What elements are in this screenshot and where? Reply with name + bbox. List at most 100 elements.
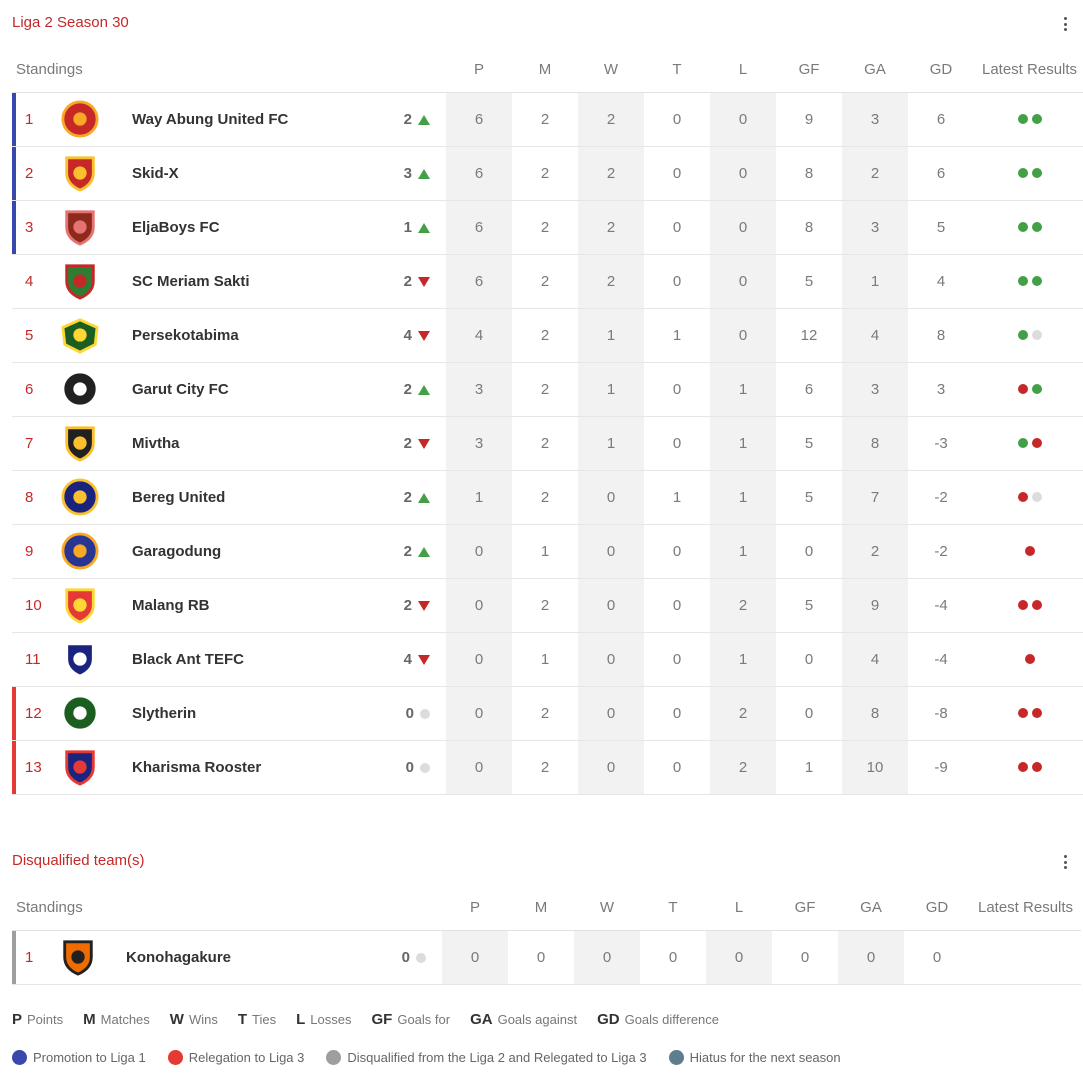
row-team-name[interactable]: Garagodung (132, 524, 332, 579)
trend-same-icon (420, 762, 431, 773)
row-stat-l: 1 (710, 362, 777, 417)
row-team-name[interactable]: Persekotabima (132, 308, 332, 363)
header-l[interactable]: L (710, 48, 777, 93)
dq-header-w[interactable]: W (574, 886, 641, 931)
header-t[interactable]: T (644, 48, 711, 93)
row-spacer (102, 200, 132, 255)
table-row[interactable]: 12 Slytherin 0 0 2 0 0 2 0 8 -8 (12, 686, 1083, 741)
row-team-name[interactable]: Bereg United (132, 470, 332, 525)
table-row[interactable]: 4 SC Meriam Sakti 2 6 2 2 0 0 5 1 4 (12, 254, 1083, 309)
row-team-name[interactable]: Kharisma Rooster (132, 740, 332, 795)
row-stat-w: 0 (578, 524, 645, 579)
row-team-name[interactable]: Way Abung United FC (132, 92, 332, 147)
row-team-name[interactable]: Skid-X (132, 146, 332, 201)
table-row[interactable]: 10 Malang RB 2 0 2 0 0 2 5 9 -4 (12, 578, 1083, 633)
row-stat-p: 0 (446, 686, 513, 741)
row-stat-t: 0 (644, 200, 711, 255)
row-team-name[interactable]: Konohagakure (126, 930, 326, 985)
dq-header-ga[interactable]: GA (838, 886, 905, 931)
row-stat-t: 0 (644, 146, 711, 201)
row-stat-gf: 0 (776, 686, 843, 741)
header-gf[interactable]: GF (776, 48, 843, 93)
abbreviation-key: T (237, 1011, 248, 1028)
main-menu-icon[interactable] (1059, 15, 1071, 33)
table-row[interactable]: 13 Kharisma Rooster 0 0 2 0 0 2 1 10 -9 (12, 740, 1083, 795)
row-trend: 2 (332, 416, 447, 471)
row-stat-ga: 2 (842, 524, 909, 579)
row-spacer (102, 740, 132, 795)
dq-header-gf[interactable]: GF (772, 886, 839, 931)
row-team-name[interactable]: EljaBoys FC (132, 200, 332, 255)
row-trend: 2 (332, 92, 447, 147)
row-change-value: 0 (405, 704, 415, 722)
abbreviation-item: M Matches (83, 1011, 150, 1028)
table-row[interactable]: 8 Bereg United 2 1 2 0 1 1 5 7 -2 (12, 470, 1083, 525)
row-team-name[interactable]: Black Ant TEFC (132, 632, 332, 687)
trend-down-icon (418, 330, 431, 341)
row-stat-ga: 2 (842, 146, 909, 201)
row-stat-p: 0 (446, 524, 513, 579)
row-position: 11 (12, 632, 58, 687)
row-stat-l: 2 (710, 686, 777, 741)
abbreviation-text: Wins (188, 1012, 218, 1027)
table-row[interactable]: 11 Black Ant TEFC 4 0 1 0 0 1 0 4 -4 (12, 632, 1083, 687)
row-stat-gd: 0 (904, 930, 971, 985)
disqualified-section-title: Disqualified team(s) (12, 852, 145, 869)
abbreviation-text: Matches (100, 1012, 150, 1027)
row-stat-ga: 0 (838, 930, 905, 985)
result-loss-dot (1024, 545, 1035, 556)
table-row[interactable]: 3 EljaBoys FC 1 6 2 2 0 0 8 3 5 (12, 200, 1083, 255)
table-row[interactable]: 2 Skid-X 3 6 2 2 0 0 8 2 6 (12, 146, 1083, 201)
row-change-value: 2 (403, 488, 413, 506)
row-stat-l: 0 (710, 254, 777, 309)
table-row[interactable]: 6 Garut City FC 2 3 2 1 0 1 6 3 3 (12, 362, 1083, 417)
abbreviation-text: Losses (310, 1012, 352, 1027)
row-latest-results (974, 308, 1083, 363)
abbreviation-legend: P Points M Matches W Wins T Ties L Losses GF Goals … (12, 1011, 719, 1028)
row-team-name[interactable]: Malang RB (132, 578, 332, 633)
row-stat-m: 2 (512, 254, 579, 309)
row-team-name[interactable]: SC Meriam Sakti (132, 254, 332, 309)
header-gd[interactable]: GD (908, 48, 975, 93)
zone-legend-text: Disqualified from the Liga 2 and Relegat… (347, 1050, 647, 1065)
table-row[interactable]: 1 Konohagakure 0 0 0 0 0 0 0 0 0 (12, 930, 1082, 985)
abbreviation-item: T Ties (238, 1011, 276, 1028)
row-team-name[interactable]: Garut City FC (132, 362, 332, 417)
row-stat-t: 0 (644, 578, 711, 633)
crest-way-abung-united-icon (61, 100, 99, 138)
row-stat-ga: 7 (842, 470, 909, 525)
dq-header-m[interactable]: M (508, 886, 575, 931)
header-p[interactable]: P (446, 48, 513, 93)
table-row[interactable]: 7 Mivtha 2 3 2 1 0 1 5 8 -3 (12, 416, 1083, 471)
dq-header-l[interactable]: L (706, 886, 773, 931)
row-spacer (102, 254, 132, 309)
row-stat-p: 3 (446, 362, 513, 417)
dq-header-p[interactable]: P (442, 886, 509, 931)
row-team-name[interactable]: Mivtha (132, 416, 332, 471)
row-stat-m: 2 (512, 308, 579, 363)
row-stat-t: 1 (644, 308, 711, 363)
result-win-dot (1017, 167, 1028, 178)
row-stat-t: 0 (640, 930, 707, 985)
zone-legend-text: Promotion to Liga 1 (33, 1050, 146, 1065)
table-row[interactable]: 1 Way Abung United FC 2 6 2 2 0 0 9 3 6 (12, 92, 1083, 147)
table-row[interactable]: 5 Persekotabima 4 4 2 1 1 0 12 4 8 (12, 308, 1083, 363)
crest-persekotabima-icon (61, 318, 99, 354)
header-m[interactable]: M (512, 48, 579, 93)
result-loss-dot (1017, 761, 1028, 772)
dq-header-t[interactable]: T (640, 886, 707, 931)
row-stat-l: 0 (710, 146, 777, 201)
zone-color-dot (167, 1050, 183, 1065)
disqualified-menu-icon[interactable] (1059, 853, 1071, 871)
zone-legend-text: Hiatus for the next season (689, 1050, 841, 1065)
header-w[interactable]: W (578, 48, 645, 93)
table-row[interactable]: 9 Garagodung 2 0 1 0 0 1 0 2 -2 (12, 524, 1083, 579)
row-crest-cell (58, 740, 102, 795)
row-change-value: 0 (401, 948, 411, 966)
row-stat-t: 0 (644, 524, 711, 579)
crest-skid-x-icon (61, 156, 99, 192)
crest-black-ant-icon (61, 642, 99, 678)
header-ga[interactable]: GA (842, 48, 909, 93)
row-team-name[interactable]: Slytherin (132, 686, 332, 741)
dq-header-gd[interactable]: GD (904, 886, 971, 931)
